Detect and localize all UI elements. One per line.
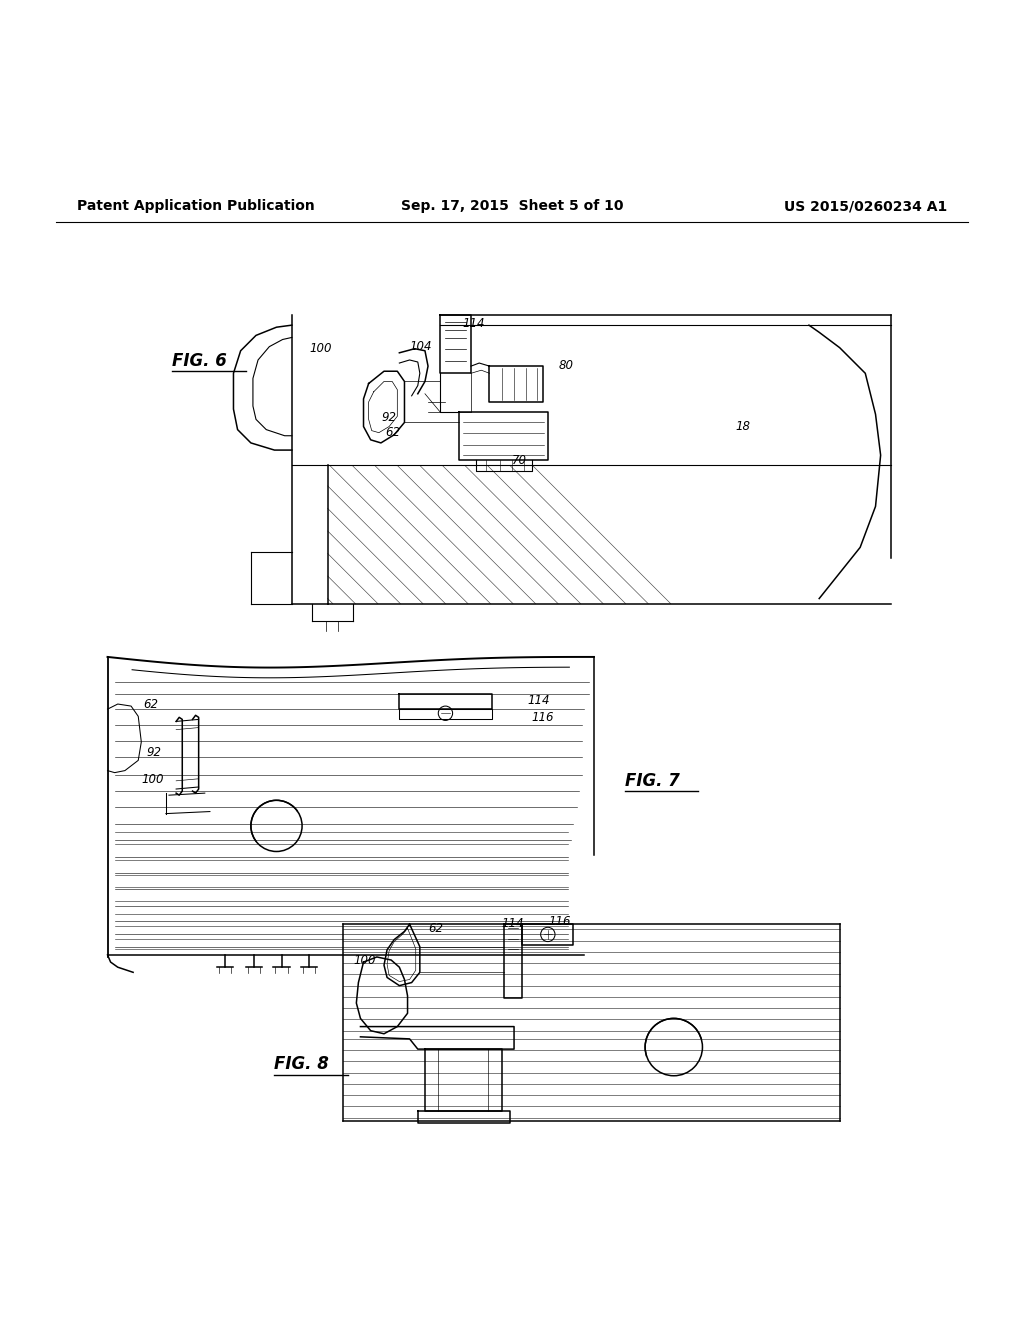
- Text: 100: 100: [309, 342, 332, 355]
- Text: 114: 114: [463, 317, 485, 330]
- Text: 92: 92: [382, 411, 397, 424]
- Text: US 2015/0260234 A1: US 2015/0260234 A1: [784, 199, 947, 214]
- Text: 116: 116: [549, 915, 571, 928]
- Text: 80: 80: [559, 359, 574, 372]
- Text: 104: 104: [410, 341, 432, 354]
- Text: 100: 100: [141, 774, 164, 787]
- Text: 62: 62: [428, 921, 443, 935]
- Text: 114: 114: [502, 916, 524, 929]
- Text: 116: 116: [531, 711, 554, 723]
- Text: 62: 62: [143, 697, 159, 710]
- Text: 70: 70: [512, 454, 527, 467]
- Text: 114: 114: [527, 694, 550, 708]
- Text: FIG. 6: FIG. 6: [172, 352, 227, 370]
- Text: 62: 62: [385, 426, 400, 440]
- Text: 92: 92: [146, 746, 162, 759]
- Text: FIG. 8: FIG. 8: [274, 1056, 330, 1073]
- Text: 18: 18: [735, 420, 751, 433]
- Text: 100: 100: [353, 953, 376, 966]
- Text: FIG. 7: FIG. 7: [625, 772, 680, 789]
- Text: Patent Application Publication: Patent Application Publication: [77, 199, 314, 214]
- Text: Sep. 17, 2015  Sheet 5 of 10: Sep. 17, 2015 Sheet 5 of 10: [400, 199, 624, 214]
